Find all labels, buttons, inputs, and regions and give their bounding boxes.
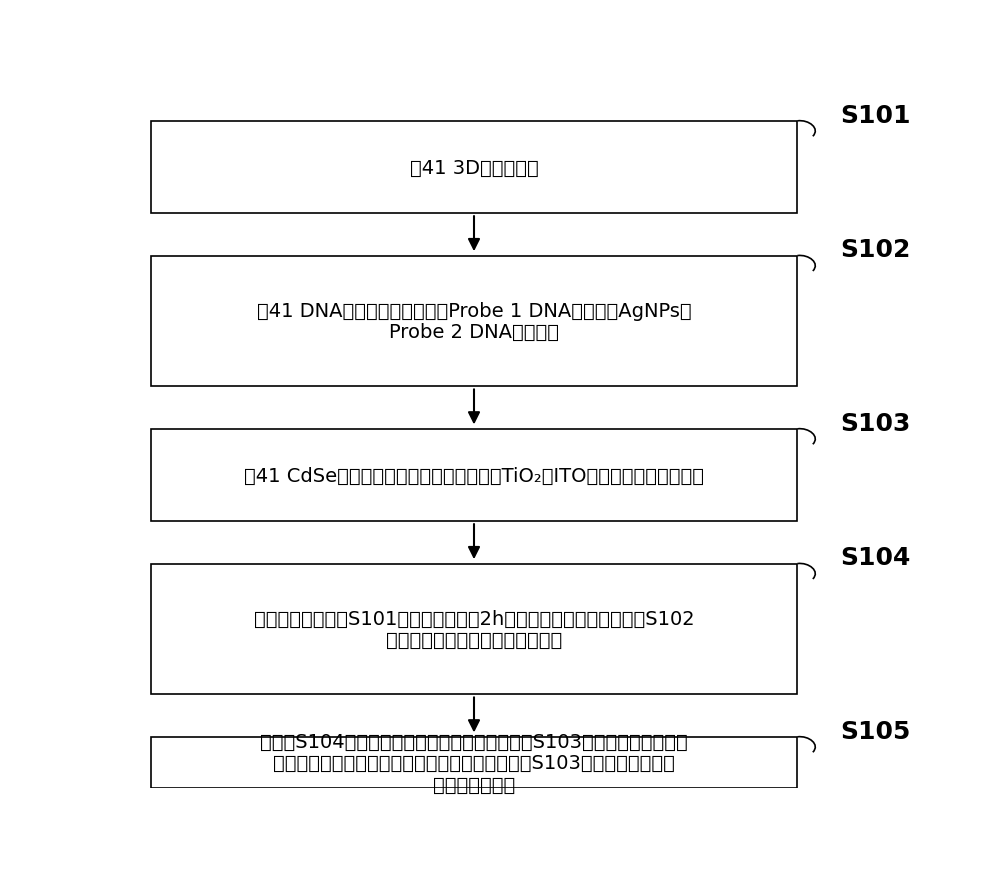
Text: S105: S105: [840, 719, 910, 742]
Bar: [151, 564, 797, 695]
Text: Probe 2 DNA杂交互补: Probe 2 DNA杂交互补: [389, 323, 559, 342]
Bar: [151, 737, 797, 789]
Text: S101: S101: [840, 104, 910, 128]
Text: 制41 CdSe量子点并修饰到已经修饰了一层TiO₂的ITO电极上，检测电流信号: 制41 CdSe量子点并修饰到已经修饰了一层TiO₂的ITO电极上，检测电流信号: [244, 466, 704, 485]
Bar: [151, 256, 797, 387]
Text: 将检测物质与步骤S101的产物共同孵育2h后，离心取上清液再与步骤S102: 将检测物质与步骤S101的产物共同孵育2h后，离心取上清液再与步骤S102: [254, 609, 694, 628]
Text: S103: S103: [840, 411, 910, 435]
Text: S104: S104: [840, 546, 910, 570]
Text: 的产物共同孵育，磁分离取上清液: 的产物共同孵育，磁分离取上清液: [386, 631, 562, 649]
Text: S102: S102: [840, 238, 910, 262]
Text: 检测物浓度相关: 检测物浓度相关: [433, 775, 515, 794]
Bar: [151, 121, 797, 214]
Text: 制41 3D纳米步行机: 制41 3D纳米步行机: [410, 159, 538, 177]
Bar: [151, 430, 797, 522]
Text: 将步骤S104的上清液加入稳酸溶解后滴加到步骤S103的电极上进行阳离子: 将步骤S104的上清液加入稳酸溶解后滴加到步骤S103的电极上进行阳离子: [260, 732, 688, 750]
Text: 制41 DNA探针，修饰有磁珠的Probe 1 DNA与修饰有AgNPs的: 制41 DNA探针，修饰有磁珠的Probe 1 DNA与修饰有AgNPs的: [257, 301, 691, 321]
Text: 交换，检测光电流信号。测得的光电流信号与步骤S103测得信号的差値与: 交换，检测光电流信号。测得的光电流信号与步骤S103测得信号的差値与: [273, 753, 675, 773]
